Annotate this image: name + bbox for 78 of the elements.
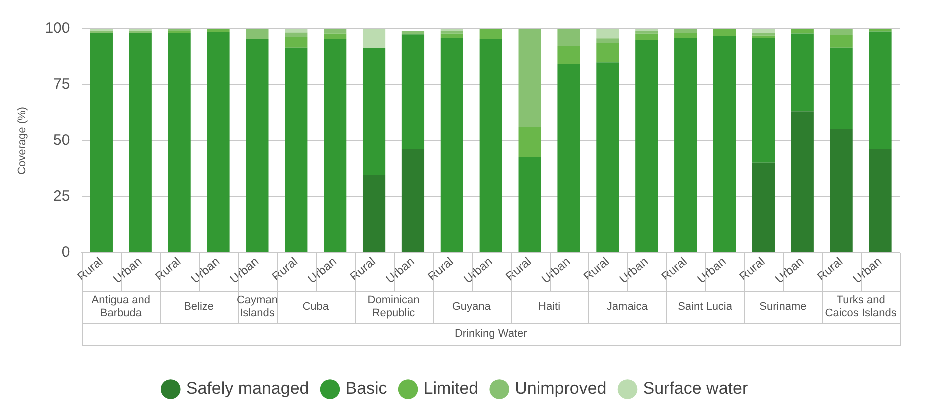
bar [830,29,853,36]
bar [285,48,308,252]
bar [636,34,658,40]
text: Turks and Caicos Islands [825,294,898,320]
bar [674,33,698,38]
y-tick-label: 0 [62,244,70,262]
y-tick-label: 50 [54,132,70,150]
bar [558,29,580,46]
y-axis-title: Coverage (%) [16,107,29,175]
bar [518,158,542,252]
bar [285,37,308,48]
bar [129,33,152,252]
bar [636,31,658,34]
bar [713,36,736,252]
bar [713,29,736,36]
bar [402,34,425,150]
bar [830,48,853,130]
y-tick-label: 100 [45,20,70,38]
bar [362,175,386,252]
text: Suriname [760,301,807,314]
text: Belize [184,301,214,314]
bar [596,29,620,39]
bar [596,62,620,252]
bar [480,29,502,40]
bar [674,29,698,34]
y-tick-label: 25 [54,188,70,206]
bar [518,127,542,158]
bar [246,29,269,40]
bar [246,40,269,252]
bar [636,40,658,252]
y-tick-label: 75 [54,76,70,94]
bar [791,34,814,112]
legend-label: Safely managed [186,379,310,398]
text: Jamaica [606,301,649,314]
bar [518,29,542,128]
text: Cayman Islands [236,294,278,320]
bar [830,130,853,252]
bar [558,64,580,252]
bar [90,33,113,252]
bar [440,34,464,38]
bar [324,40,347,252]
bar [402,149,425,252]
bar [207,29,230,32]
legend-label: Surface water [643,379,748,398]
bar [324,29,347,34]
bar [752,38,775,163]
bar [791,112,814,252]
bar [324,34,347,40]
bar [558,46,580,64]
bar [674,38,698,252]
bar [285,32,308,38]
text: Guyana [452,301,492,314]
bar [207,32,230,252]
bar [752,29,775,34]
bar [480,39,502,252]
text: Drinking Water [454,328,528,340]
text: Dominican Republic [368,294,420,320]
text: Cuba [302,301,330,314]
text: Antigua and Barbuda [92,294,151,320]
bar [362,48,386,176]
bar [791,29,814,34]
bar [440,38,464,252]
text: Haiti [538,301,561,314]
bar [596,38,620,44]
bar [402,31,425,35]
bar [285,29,308,33]
legend-label: Basic [346,379,388,398]
bar [362,29,386,48]
bar [596,43,620,63]
bar [830,35,853,48]
bar [752,162,775,252]
bar [869,32,892,150]
text: Saint Lucia [678,301,734,314]
legend-label: Limited [424,379,479,398]
legend-label: Unimproved [515,379,607,398]
bar [168,33,191,252]
bar [869,149,892,252]
bar [869,29,892,32]
